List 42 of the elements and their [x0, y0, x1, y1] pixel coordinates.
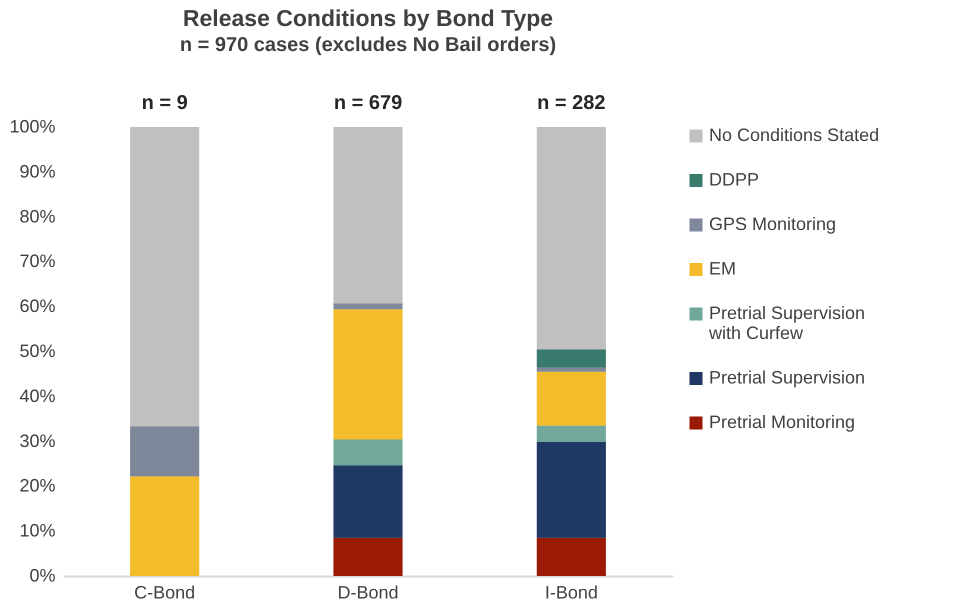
- bar: [333, 309, 403, 440]
- chart-subtitle: n = 970 cases (excludes No Bail orders): [180, 34, 556, 56]
- bar: [333, 127, 403, 304]
- y-tick-label: 20%: [19, 476, 56, 496]
- bar: [536, 372, 606, 426]
- y-tick-label: 80%: [19, 206, 56, 226]
- bar: [536, 538, 606, 576]
- legend-label: EM: [709, 258, 736, 278]
- legend-label: Pretrial Supervision with Curfew: [708, 303, 866, 343]
- y-tick-label: 10%: [19, 520, 56, 541]
- bar: [130, 476, 200, 576]
- chart-title: Release Conditions by Bond Type: [182, 5, 554, 31]
- y-tick-label: 40%: [19, 386, 56, 406]
- y-tick-label: 70%: [19, 251, 56, 272]
- x-tick-label: C-Bond: [134, 582, 196, 602]
- bar: [130, 127, 200, 426]
- bar: [536, 127, 606, 350]
- y-tick-label: 60%: [19, 296, 56, 316]
- legend-label: Pretrial Monitoring: [709, 412, 856, 432]
- bar: [130, 426, 200, 476]
- annotation: n = 9: [142, 92, 188, 114]
- bar: [536, 349, 606, 368]
- x-tick-label: I-Bond: [544, 582, 598, 602]
- annotation: n = 679: [334, 92, 402, 114]
- bar: [333, 538, 403, 576]
- y-tick-label: 50%: [19, 341, 56, 361]
- legend-label: No Conditions Stated: [709, 125, 880, 145]
- bar: [333, 440, 403, 466]
- legend-label: DDPP: [709, 170, 760, 190]
- y-tick-label: 90%: [19, 161, 56, 182]
- legend-label: Pretrial Supervision: [709, 368, 866, 388]
- bar: [333, 303, 403, 310]
- annotation: n = 282: [537, 92, 606, 114]
- y-tick-label: 0%: [29, 566, 56, 586]
- y-tick-label: 30%: [19, 430, 56, 451]
- bar: [333, 466, 403, 538]
- y-tick-label: 100%: [9, 116, 56, 136]
- bar: [536, 426, 606, 442]
- legend-label: GPS Monitoring: [709, 214, 836, 234]
- bar: [536, 368, 606, 372]
- x-tick-label: D-Bond: [337, 582, 399, 602]
- bar: [536, 442, 606, 538]
